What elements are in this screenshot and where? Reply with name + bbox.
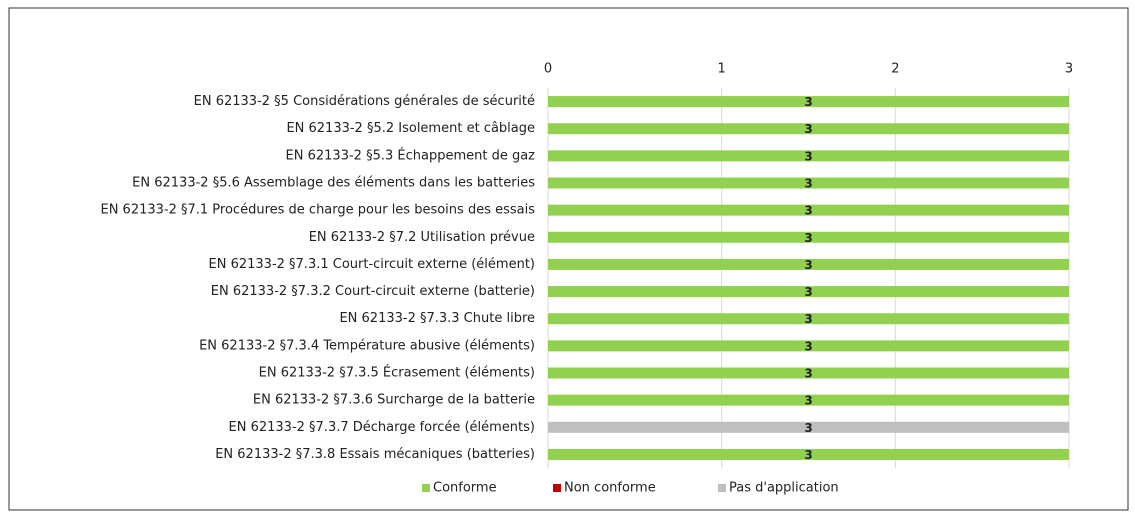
data-label: 3 <box>804 367 812 381</box>
data-label: 3 <box>804 258 812 272</box>
data-label: 3 <box>804 95 812 109</box>
data-label: 3 <box>804 285 812 299</box>
y-tick-label: EN 62133-2 §7.3.4 Température abusive (é… <box>199 338 535 353</box>
y-tick-label: EN 62133-2 §5.6 Assemblage des éléments … <box>132 176 535 191</box>
legend-swatch <box>422 484 430 492</box>
x-tick-label: 0 <box>544 62 552 77</box>
data-label: 3 <box>804 421 812 435</box>
y-tick-label: EN 62133-2 §7.3.6 Surcharge de la batter… <box>253 393 535 408</box>
bar-segment <box>548 123 1069 135</box>
y-tick-label: EN 62133-2 §7.2 Utilisation prévue <box>309 230 535 245</box>
data-label: 3 <box>804 339 812 353</box>
bar-segment <box>548 340 1069 352</box>
data-label: 3 <box>804 394 812 408</box>
legend-label: Non conforme <box>564 481 656 496</box>
legend-label: Pas d'application <box>729 481 839 496</box>
legend-label: Conforme <box>433 481 497 496</box>
y-tick-label: EN 62133-2 §5 Considérations générales d… <box>194 94 535 109</box>
bar-segment <box>548 177 1069 189</box>
bar-segment <box>548 286 1069 298</box>
y-tick-label: EN 62133-2 §7.3.8 Essais mécaniques (bat… <box>215 447 535 462</box>
bar-segment <box>548 204 1069 216</box>
bar-segment <box>548 231 1069 243</box>
data-label: 3 <box>804 204 812 218</box>
data-label: 3 <box>804 231 812 245</box>
x-tick-label: 2 <box>891 62 899 77</box>
y-tick-label: EN 62133-2 §7.3.7 Décharge forcée (éléme… <box>229 420 535 435</box>
y-tick-label: EN 62133-2 §7.3.2 Court-circuit externe … <box>211 284 535 299</box>
y-tick-label: EN 62133-2 §7.3.1 Court-circuit externe … <box>209 257 535 272</box>
y-tick-label: EN 62133-2 §5.2 Isolement et câblage <box>286 121 535 136</box>
bar-segment <box>548 150 1069 162</box>
y-tick-label: EN 62133-2 §7.3.5 Écrasement (éléments) <box>259 365 535 381</box>
y-tick-label: EN 62133-2 §5.3 Échappement de gaz <box>286 147 536 163</box>
y-tick-label: EN 62133-2 §7.3.3 Chute libre <box>339 311 535 326</box>
bar-segment <box>548 394 1069 406</box>
bar-segment <box>548 258 1069 270</box>
legend-swatch <box>718 484 726 492</box>
bar-segment <box>548 448 1069 460</box>
data-label: 3 <box>804 312 812 326</box>
x-tick-label: 3 <box>1065 62 1073 77</box>
bar-segment <box>548 367 1069 379</box>
data-label: 3 <box>804 177 812 191</box>
legend-swatch <box>553 484 561 492</box>
y-tick-label: EN 62133-2 §7.1 Procédures de charge pou… <box>100 203 535 218</box>
data-label: 3 <box>804 122 812 136</box>
data-label: 3 <box>804 448 812 462</box>
x-tick-label: 1 <box>718 62 726 77</box>
bar-segment <box>548 96 1069 108</box>
data-label: 3 <box>804 149 812 163</box>
bar-segment <box>548 421 1069 433</box>
bar-segment <box>548 313 1069 325</box>
